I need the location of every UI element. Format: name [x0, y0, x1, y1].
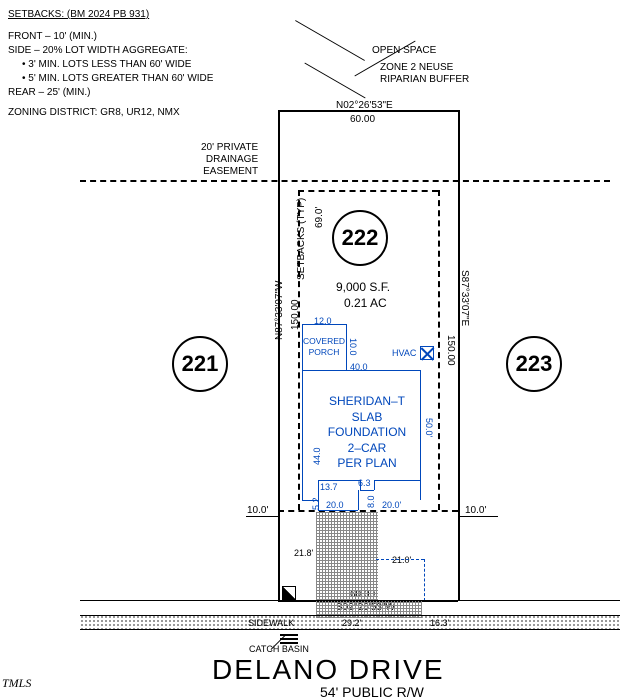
easement-label: 20' PRIVATEDRAINAGEEASEMENT	[201, 142, 258, 178]
dim-house-w: 40.0	[350, 362, 368, 372]
area-sf: 9,000 S.F.	[336, 280, 390, 294]
setbacks-typ-label: SETBACKS (TYP)	[296, 198, 307, 280]
street-name: DELANO DRIVE	[212, 654, 445, 686]
north-icon	[282, 586, 296, 600]
setback-bullet1: 3' MIN. LOTS LESS THAN 60' WIDE	[28, 59, 191, 70]
dim-20-0b: 20.0'	[382, 500, 401, 510]
lot-east-line	[458, 110, 460, 600]
driveway-hatch	[316, 512, 378, 600]
sidewalk-line	[80, 615, 620, 616]
dim-13-7: 13.7	[320, 482, 338, 492]
sidewalk-line	[80, 629, 620, 630]
easement-line	[80, 180, 610, 182]
area-ac: 0.21 AC	[344, 296, 387, 310]
dim-sidewalk-b: 16.3'	[430, 618, 449, 628]
dim-sidewalk-a: 29.2'	[342, 618, 361, 628]
bearing-east: S87°33'07"E	[459, 270, 470, 326]
leader-line	[458, 516, 498, 517]
setbacks-block: SETBACKS: (BM 2024 PB 931) FRONT – 10' (…	[8, 8, 288, 120]
front-setback-e: 10.0'	[465, 505, 486, 516]
setback-front: FRONT – 10' (MIN.)	[8, 30, 288, 44]
lot-west-line	[278, 110, 280, 600]
lot-number-left: 221	[172, 336, 228, 392]
porch-label: COVEREDPORCH	[303, 336, 345, 358]
house-line	[302, 370, 303, 500]
dim-6-3: 6.3	[358, 478, 371, 488]
dim-porch-w: 12.0	[314, 316, 332, 326]
house-line	[420, 370, 421, 500]
dim-depth-w: 150.00	[290, 299, 301, 330]
leader-line	[295, 20, 365, 61]
dim-apron-w: 21.0'	[392, 555, 411, 565]
setback-side: SIDE – 20% LOT WIDTH AGGREGATE:	[8, 44, 288, 58]
setbacks-title: SETBACKS: (BM 2024 PB 931)	[8, 8, 288, 22]
house-label: SHERIDAN–TSLABFOUNDATION2–CARPER PLAN	[322, 394, 412, 472]
bearing-north: N02°26'53"E	[336, 100, 393, 111]
setback-line-n	[298, 190, 438, 192]
leader-line	[304, 63, 365, 99]
bearing-west: N87°33'07"W	[274, 281, 285, 341]
lot-number-center: 222	[332, 210, 388, 266]
setback-bullet2: 5' MIN. LOTS GREATER THAN 60' WIDE	[28, 73, 213, 84]
riparian-buffer-label: ZONE 2 NEUSERIPARIAN BUFFER	[380, 62, 469, 86]
dim-5-2: 5.2	[311, 497, 321, 510]
dim-porch-h: 10.0	[348, 338, 358, 356]
dim-depth-e: 150.00	[445, 335, 456, 366]
driveway-edge	[424, 559, 425, 601]
driveway-edge	[376, 559, 424, 560]
hvac-icon	[420, 346, 434, 360]
open-space-label: OPEN SPACE	[372, 45, 436, 56]
dim-8-0: 8.0	[366, 495, 376, 508]
catch-basin-label: CATCH BASIN	[249, 644, 309, 654]
row-line	[80, 600, 620, 601]
tmls-label: TMLS	[2, 676, 31, 691]
porch-line	[346, 324, 347, 370]
sidewalk-label: SIDEWALK	[248, 618, 294, 628]
leader-line	[246, 516, 278, 517]
setback-rear: REAR – 25' (MIN.)	[8, 86, 288, 100]
house-line	[318, 510, 358, 511]
zoning: ZONING DISTRICT: GR8, UR12, NMX	[8, 106, 288, 120]
dim-69: 69.0'	[314, 207, 325, 228]
hvac-label: HVAC	[392, 348, 416, 358]
dim-house-e: 50.0'	[424, 418, 434, 437]
dim-20-0a: 20.0	[326, 500, 344, 510]
house-line	[374, 480, 375, 490]
row-label: 54' PUBLIC R/W	[320, 684, 424, 700]
lot-number-right: 223	[506, 336, 562, 392]
setback-line-e	[438, 190, 440, 510]
front-setback-w: 10.0'	[247, 505, 268, 516]
dim-width-n: 60.00	[350, 114, 375, 125]
house-line	[318, 480, 360, 481]
house-line	[374, 480, 420, 481]
dim-driveway-w: 21.8'	[294, 548, 313, 558]
house-line	[360, 490, 374, 491]
house-line	[358, 490, 359, 510]
dim-house-d: 44.0	[312, 447, 322, 465]
